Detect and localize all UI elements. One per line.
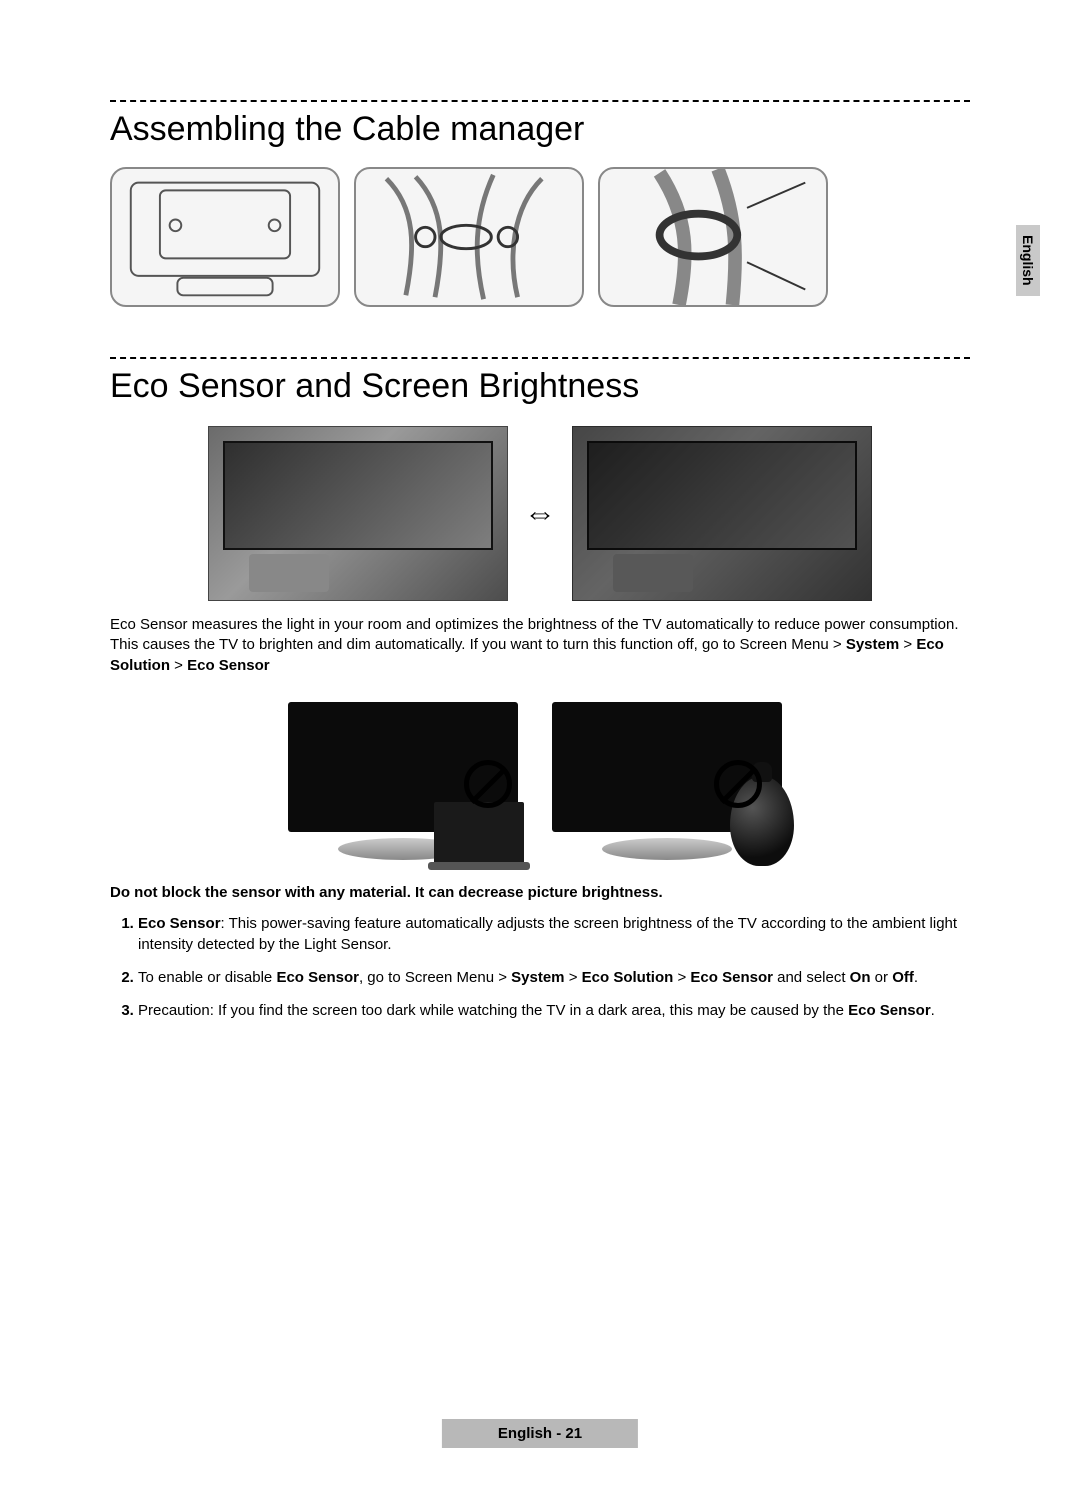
- note2-or: or: [871, 969, 893, 986]
- diagram-step2: [354, 167, 584, 307]
- sensor-warning: Do not block the sensor with any materia…: [110, 884, 970, 901]
- room-bright-photo: [208, 426, 508, 601]
- note3-pre: Precaution: If you find the screen too d…: [138, 1002, 848, 1019]
- diagram-step3: [598, 167, 828, 307]
- section2-title: Eco Sensor and Screen Brightness: [110, 367, 970, 406]
- note-item-1: Eco Sensor: This power-saving feature au…: [138, 913, 970, 955]
- section-divider: [110, 100, 970, 102]
- tv-back-icon: [112, 169, 338, 305]
- notes-list: Eco Sensor: This power-saving feature au…: [110, 913, 970, 1021]
- tv-blocked-by-vase: [542, 696, 802, 866]
- brightness-comparison-row: ⇔: [110, 426, 970, 601]
- menu-system: System: [846, 636, 899, 653]
- eco-intro-text: Eco Sensor measures the light in your ro…: [110, 615, 970, 676]
- gt: >: [170, 657, 187, 674]
- note2-eco-sensor2: Eco Sensor: [690, 969, 773, 986]
- prohibit-icon: [714, 760, 762, 808]
- note3-eco-sensor: Eco Sensor: [848, 1002, 931, 1019]
- note2-gt1: >: [565, 969, 582, 986]
- tv-stand-icon: [602, 838, 732, 860]
- note-item-2: To enable or disable Eco Sensor, go to S…: [138, 967, 970, 988]
- intro-text: Eco Sensor measures the light in your ro…: [110, 616, 959, 653]
- prohibit-icon: [464, 760, 512, 808]
- note1-text: : This power-saving feature automaticall…: [138, 915, 957, 953]
- note2-end: .: [914, 969, 918, 986]
- page-content: Assembling the Cable manager: [0, 0, 1080, 1093]
- note2-off: Off: [892, 969, 914, 986]
- gt: >: [899, 636, 916, 653]
- page-footer: English - 21: [442, 1419, 638, 1448]
- menu-eco-sensor: Eco Sensor: [187, 657, 270, 674]
- note2-system: System: [511, 969, 564, 986]
- cable-bundle-icon: [356, 169, 582, 305]
- double-arrow-icon: ⇔: [524, 495, 556, 532]
- laptop-icon: [434, 802, 524, 866]
- note2-gt2: >: [673, 969, 690, 986]
- note3-end: .: [931, 1002, 935, 1019]
- diagram-step1: [110, 167, 340, 307]
- note2-eco-sensor: Eco Sensor: [276, 969, 359, 986]
- cable-clip-icon: [600, 169, 826, 305]
- note2-eco-solution: Eco Solution: [582, 969, 674, 986]
- note2-mid1: , go to Screen Menu >: [359, 969, 511, 986]
- note1-label: Eco Sensor: [138, 915, 221, 932]
- note2-pre: To enable or disable: [138, 969, 276, 986]
- note2-on: On: [850, 969, 871, 986]
- note2-mid2: and select: [773, 969, 850, 986]
- do-not-block-row: [110, 696, 970, 866]
- section1-title: Assembling the Cable manager: [110, 110, 970, 149]
- room-dark-photo: [572, 426, 872, 601]
- section-divider: [110, 357, 970, 359]
- tv-blocked-by-laptop: [278, 696, 538, 866]
- cable-manager-diagrams: [110, 167, 970, 307]
- note-item-3: Precaution: If you find the screen too d…: [138, 1000, 970, 1021]
